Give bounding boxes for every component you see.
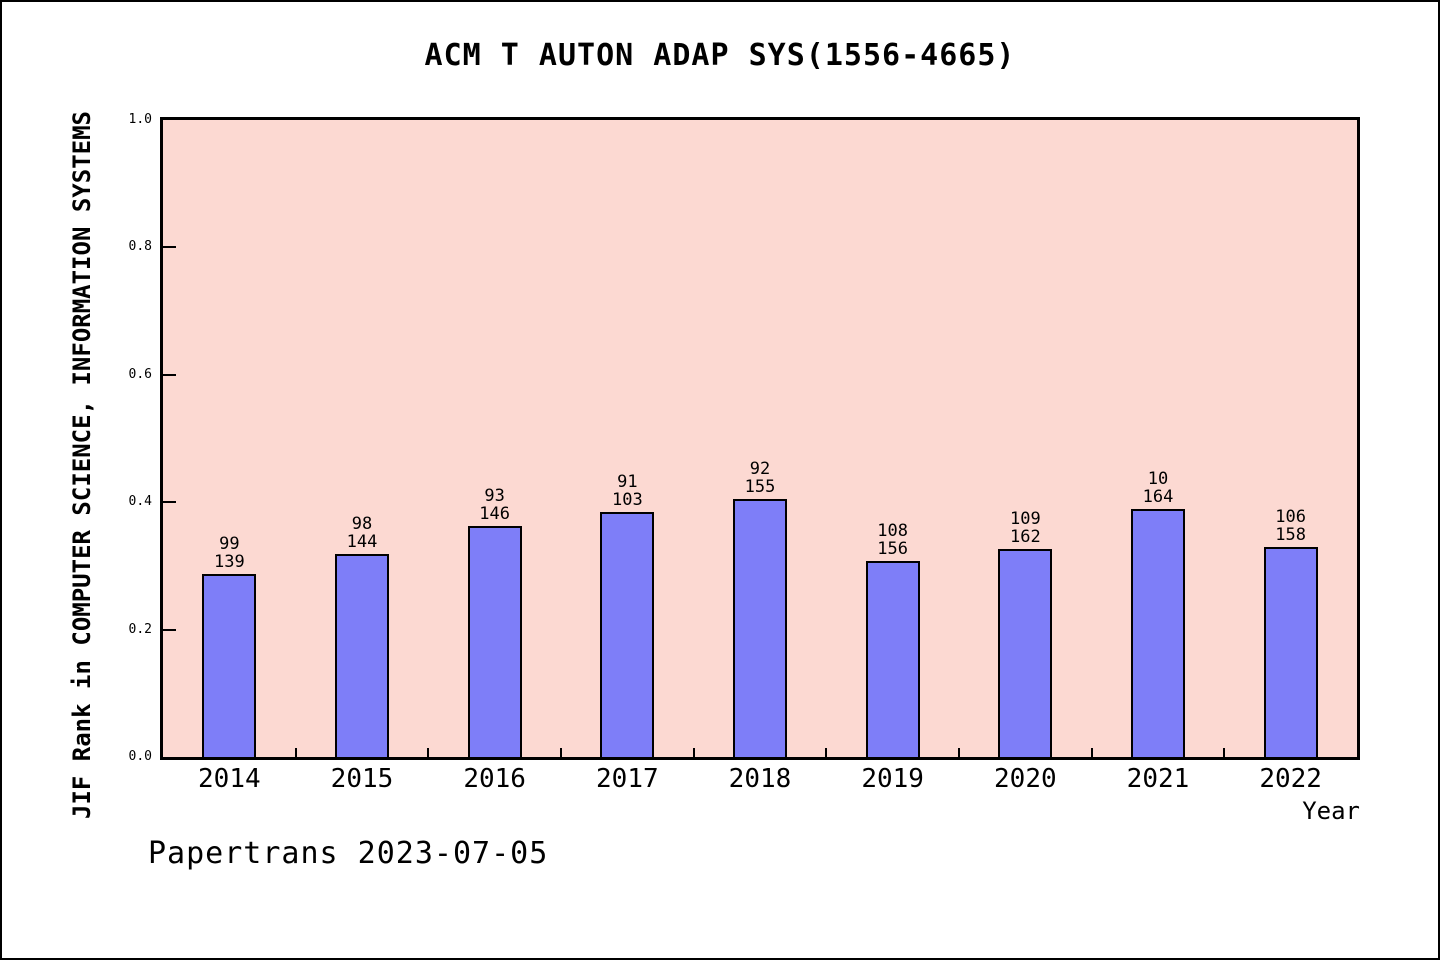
bar-2017 (600, 512, 655, 757)
x-tick-label-2020: 2020 (994, 764, 1057, 794)
x-tick-mark (1223, 748, 1226, 757)
bar-2014 (202, 574, 257, 757)
bar-2020 (998, 549, 1053, 757)
bar-value-label-2016: 93 146 (479, 486, 511, 524)
y-tick-mark (163, 246, 176, 249)
plot-area: 99 139 98 144 93 146 91 103 92 155 108 156 109… (160, 117, 1360, 760)
bar-2019 (865, 561, 920, 757)
x-tick-mark (560, 748, 562, 757)
y-tick-label-0.8: 0.8 (128, 239, 152, 255)
x-tick-label-2017: 2017 (596, 764, 659, 794)
x-tick-label-2022: 2022 (1259, 764, 1322, 794)
y-tick-label-0.2: 0.2 (128, 621, 152, 637)
y-tick-mark (163, 628, 176, 631)
x-tick-label-2014: 2014 (198, 764, 261, 794)
y-tick-label-0.4: 0.4 (128, 494, 152, 510)
x-tick-label-2016: 2016 (463, 764, 526, 794)
bar-value-label-2014: 99 139 (213, 534, 245, 572)
x-tick-label-2015: 2015 (330, 764, 394, 794)
x-axis-label: Year (1302, 797, 1360, 825)
chart-title: ACM T AUTON ADAP SYS(1556-4665) (424, 38, 1016, 73)
x-tick-mark (958, 748, 960, 757)
x-tick-mark (1090, 748, 1093, 757)
x-tick-mark (294, 748, 297, 757)
bar-2021 (1131, 509, 1185, 757)
x-tick-mark (427, 748, 430, 757)
y-tick-mark (163, 373, 176, 376)
x-tick-mark (825, 748, 828, 757)
y-tick-label-1.0: 1.0 (128, 112, 152, 127)
bar-value-label-2018: 92 155 (744, 459, 776, 497)
bar-value-label-2019: 108 156 (877, 521, 909, 559)
bar-2018 (733, 499, 787, 757)
y-tick-mark (163, 501, 176, 504)
bar-value-label-2022: 106 158 (1275, 507, 1307, 545)
x-tick-mark (692, 748, 695, 757)
bar-value-label-2020: 109 162 (1009, 509, 1041, 547)
bar-2015 (335, 554, 389, 757)
watermark-text: Papertrans 2023-07-05 (148, 836, 549, 871)
bar-2016 (467, 526, 522, 757)
y-axis-label: JIF Rank in COMPUTER SCIENCE, INFORMATIO… (68, 110, 96, 820)
y-tick-label-0.0: 0.0 (128, 749, 152, 764)
bar-value-label-2021: 10 164 (1142, 469, 1174, 507)
x-tick-label-2021: 2021 (1126, 764, 1190, 794)
bar-value-label-2015: 98 144 (346, 514, 378, 552)
y-tick-label-0.6: 0.6 (128, 366, 152, 382)
x-tick-label-2019: 2019 (861, 764, 924, 794)
bar-value-label-2017: 91 103 (611, 472, 643, 510)
bar-2022 (1263, 547, 1318, 757)
x-tick-label-2018: 2018 (728, 764, 792, 794)
